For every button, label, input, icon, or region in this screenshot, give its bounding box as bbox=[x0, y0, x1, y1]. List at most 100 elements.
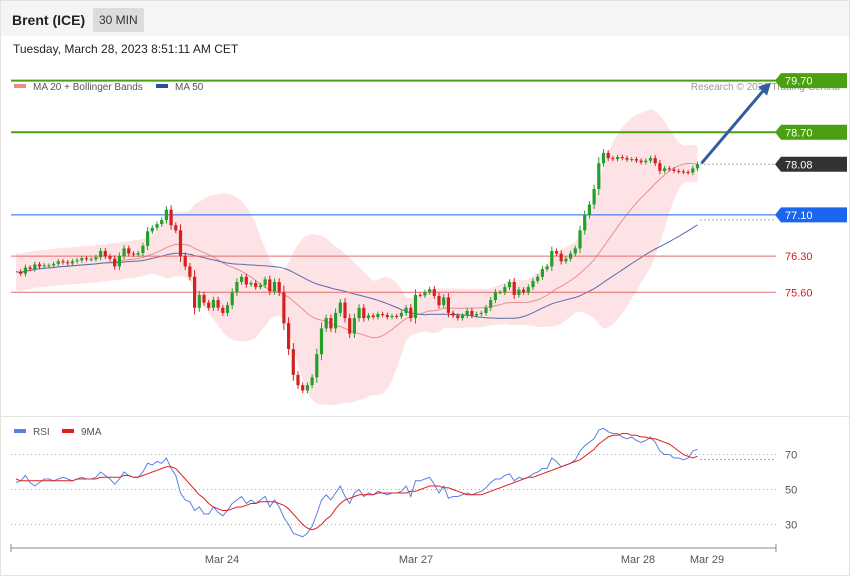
candle-body bbox=[42, 265, 46, 267]
candle bbox=[437, 292, 441, 309]
candle bbox=[287, 317, 291, 355]
candle-body bbox=[493, 292, 497, 300]
level-tag-support: 75.60 bbox=[785, 287, 813, 299]
candle-body bbox=[315, 354, 319, 378]
candle-body bbox=[587, 204, 591, 215]
candle bbox=[442, 294, 446, 309]
candle-body bbox=[550, 251, 554, 267]
candle bbox=[47, 263, 51, 268]
x-tick-label: Mar 28 bbox=[621, 554, 655, 566]
candle-body bbox=[61, 261, 65, 263]
candle-body bbox=[592, 189, 596, 205]
candle bbox=[381, 311, 385, 318]
candle bbox=[319, 322, 324, 361]
candle bbox=[522, 287, 526, 295]
candle bbox=[399, 310, 403, 320]
candle bbox=[554, 248, 559, 256]
candle bbox=[155, 221, 159, 231]
candle-body bbox=[681, 171, 685, 173]
candle bbox=[164, 206, 168, 224]
candle-body bbox=[625, 158, 629, 160]
candle-body bbox=[249, 283, 253, 285]
candle bbox=[56, 258, 60, 267]
candle-body bbox=[343, 302, 347, 319]
candle-body bbox=[160, 220, 164, 225]
candle-body bbox=[691, 168, 695, 173]
candle bbox=[357, 304, 361, 322]
rsi-guide-label: 50 bbox=[785, 485, 797, 497]
candle bbox=[611, 155, 615, 162]
candle-body bbox=[235, 282, 239, 293]
candle-body bbox=[221, 307, 225, 313]
time-axis: Mar 24 Mar 27 Mar 28 Mar 29 bbox=[10, 544, 777, 566]
candle-body bbox=[155, 224, 159, 228]
candle bbox=[686, 169, 690, 175]
candle-body bbox=[569, 253, 573, 259]
candle bbox=[413, 289, 418, 324]
candle-body bbox=[287, 323, 291, 349]
candle-body bbox=[465, 310, 469, 316]
timeframe-badge[interactable]: 30 MIN bbox=[93, 8, 144, 32]
candle-body bbox=[611, 158, 615, 160]
rsi-legend-swatch bbox=[14, 429, 26, 433]
candle bbox=[385, 312, 389, 320]
candle bbox=[84, 256, 89, 262]
candle-body bbox=[324, 318, 328, 329]
candle bbox=[667, 166, 671, 172]
candle bbox=[479, 310, 483, 317]
candle-body bbox=[639, 160, 643, 163]
rsi-ma-legend-label: 9MA bbox=[81, 427, 102, 438]
candle-body bbox=[136, 253, 140, 255]
candle bbox=[75, 258, 79, 264]
candle-body bbox=[451, 312, 455, 316]
candle bbox=[89, 257, 93, 262]
candle-body bbox=[409, 307, 413, 319]
candle bbox=[258, 282, 262, 290]
candle bbox=[663, 165, 667, 174]
candle-body bbox=[418, 294, 422, 296]
candle-body bbox=[310, 377, 314, 386]
candle-body bbox=[630, 159, 634, 161]
candle-body bbox=[268, 279, 272, 292]
candle bbox=[526, 284, 530, 296]
level-tag-target: 79.70 bbox=[775, 73, 847, 89]
candle-body bbox=[460, 315, 465, 319]
candle bbox=[282, 285, 286, 330]
ma20-line bbox=[15, 162, 698, 339]
candle bbox=[489, 296, 493, 311]
candle-body bbox=[197, 294, 201, 308]
candle-body bbox=[89, 259, 93, 261]
candle-body bbox=[564, 258, 568, 262]
candle bbox=[648, 155, 653, 164]
candle-body bbox=[597, 163, 601, 189]
candle bbox=[456, 313, 460, 321]
candle bbox=[653, 155, 657, 167]
candle-body bbox=[103, 251, 107, 257]
candle bbox=[103, 248, 107, 259]
candle-body bbox=[573, 248, 577, 254]
rsi-guide-label: 70 bbox=[785, 450, 797, 462]
candle-body bbox=[686, 172, 690, 173]
candle bbox=[197, 290, 201, 312]
candle-body bbox=[446, 297, 450, 313]
candle bbox=[221, 304, 225, 316]
candle-body bbox=[479, 312, 483, 314]
level-tag-last: 78.08 bbox=[775, 156, 847, 172]
candle bbox=[291, 343, 295, 381]
candle-body bbox=[216, 300, 220, 308]
candle bbox=[498, 290, 502, 295]
candle bbox=[446, 293, 450, 318]
candle bbox=[550, 246, 554, 271]
candle bbox=[536, 274, 540, 284]
candle bbox=[493, 289, 497, 304]
candle bbox=[150, 225, 154, 234]
candle-body bbox=[301, 385, 305, 391]
level-tag-bg bbox=[775, 156, 847, 172]
candle bbox=[305, 382, 309, 394]
candle bbox=[193, 270, 197, 315]
forecast-arrow bbox=[700, 82, 771, 165]
candle-body bbox=[146, 231, 150, 246]
candle-body bbox=[376, 314, 380, 318]
ma20-legend-label: MA 20 + Bollinger Bands bbox=[33, 82, 143, 93]
